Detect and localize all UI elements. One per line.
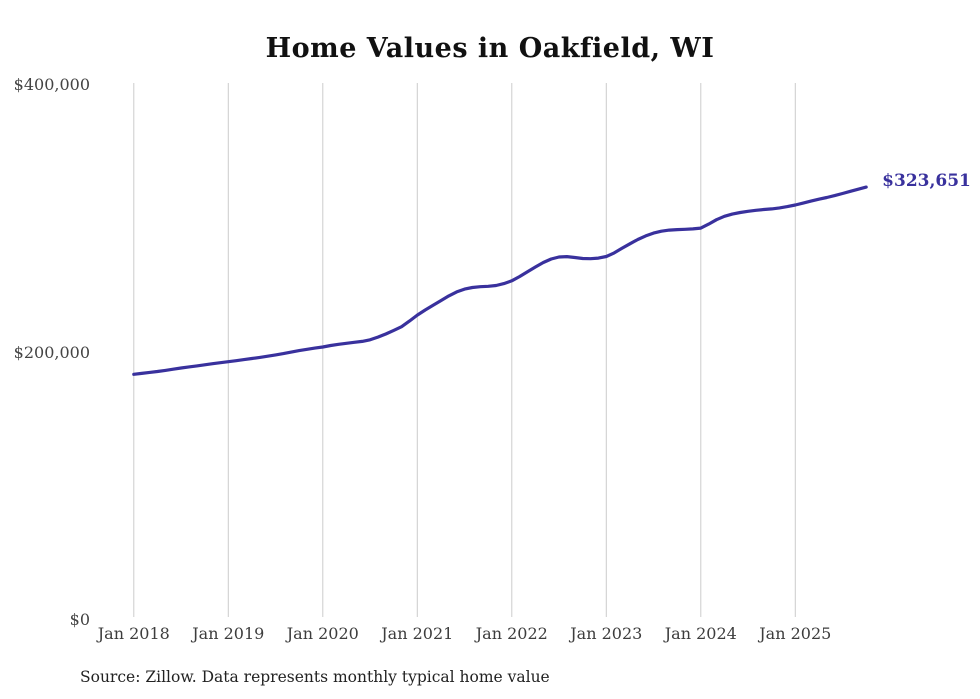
source-note: Source: Zillow. Data represents monthly … [80,668,550,686]
x-tick-label: Jan 2020 [286,624,359,643]
x-tick-label: Jan 2025 [759,624,832,643]
chart-title: Home Values in Oakfield, WI [265,33,715,64]
home-value-line [132,185,868,376]
x-tick-label: Jan 2021 [381,624,454,643]
x-tick-label: Jan 2023 [570,624,643,643]
y-tick-label: $200,000 [13,342,90,362]
y-tick-label: $0 [69,610,90,629]
x-tick-label: Jan 2019 [192,624,265,643]
x-tick-label: Jan 2022 [475,624,548,643]
latest-value-label: $323,651 [882,171,971,192]
y-tick-label: $400,000 [13,75,90,94]
x-tick-label: Jan 2018 [97,624,170,643]
x-tick-label: Jan 2024 [664,624,737,643]
